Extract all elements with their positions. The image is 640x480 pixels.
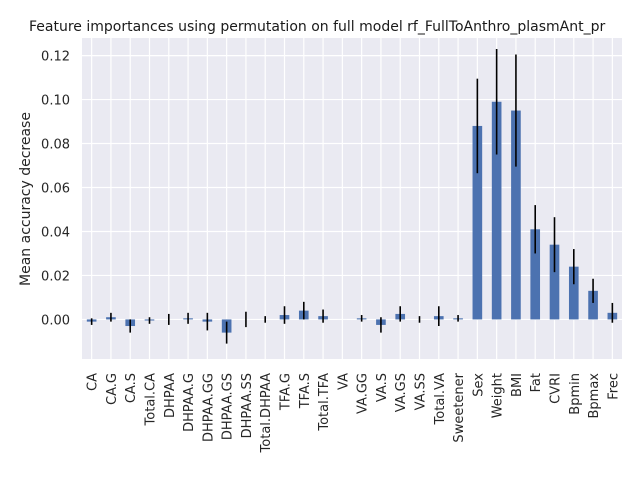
x-tick-label: DHPAA.G: [182, 373, 197, 432]
bar: [588, 290, 598, 320]
x-tick-label: VA.SS: [414, 373, 429, 410]
bar: [530, 229, 541, 320]
chart-title: Feature importances using permutation on…: [29, 19, 605, 35]
error-bars: [90, 48, 614, 344]
x-tick-label: Total.VA: [433, 373, 448, 426]
bar: [472, 125, 483, 320]
x-tick-label: Total.TFA: [317, 373, 332, 432]
x-tick-label: DHPAA.GS: [221, 373, 236, 440]
y-tick-label: 0.12: [41, 50, 70, 65]
x-tick-label: BMI: [510, 373, 525, 397]
bar: [511, 110, 521, 320]
x-tick-label: VA.GG: [356, 373, 371, 414]
y-tick-label: 0.06: [41, 182, 70, 197]
x-tick-label: DHPAA.GG: [201, 373, 216, 442]
x-tick-label: TFA.S: [298, 373, 313, 409]
x-tick-label: Sex: [471, 373, 486, 397]
x-tick-label: Sweetener: [452, 372, 467, 442]
y-tick-label: 0.00: [41, 313, 70, 328]
x-tick-label: Bpmax: [587, 373, 602, 419]
y-axis-label: Mean accuracy decrease: [18, 112, 34, 286]
x-tick-label: TFA.G: [279, 373, 294, 411]
x-tick-label: DHPAA: [163, 373, 178, 418]
x-tick-label: Fat: [529, 373, 544, 392]
x-tick-label: DHPAA.SS: [240, 373, 255, 438]
y-tick-label: 0.10: [41, 94, 70, 109]
x-tick-label: CVRI: [549, 373, 564, 404]
x-tick-label: Weight: [491, 373, 506, 418]
x-tick-label: VA.S: [375, 373, 390, 402]
x-tick-label: VA.GS: [394, 373, 409, 412]
y-tick-labels: 0.00 0.02 0.04 0.06 0.08 0.10 0.12: [41, 50, 70, 329]
y-tick-label: 0.02: [41, 269, 70, 284]
y-tick-label: 0.04: [41, 225, 70, 240]
x-tick-label: CA.G: [105, 373, 120, 405]
x-tick-label: VA: [336, 373, 351, 390]
x-tick-label: Total.CA: [144, 373, 159, 427]
bar: [491, 101, 502, 320]
plot-area: [82, 38, 622, 359]
x-tick-label: CA: [86, 373, 101, 391]
x-tick-label: Frec: [606, 373, 621, 400]
bar: [549, 244, 560, 320]
x-tick-label: Bpmin: [568, 373, 583, 415]
y-tick-label: 0.08: [41, 138, 70, 153]
x-tick-label: Total.DHPAA: [259, 373, 274, 454]
x-tick-label: CA.S: [124, 373, 139, 403]
x-tick-labels: CA CA.G CA.S Total.CA DHPAA DHPAA.G DHPAA.GG DH…: [86, 372, 622, 453]
bar: [568, 266, 579, 320]
